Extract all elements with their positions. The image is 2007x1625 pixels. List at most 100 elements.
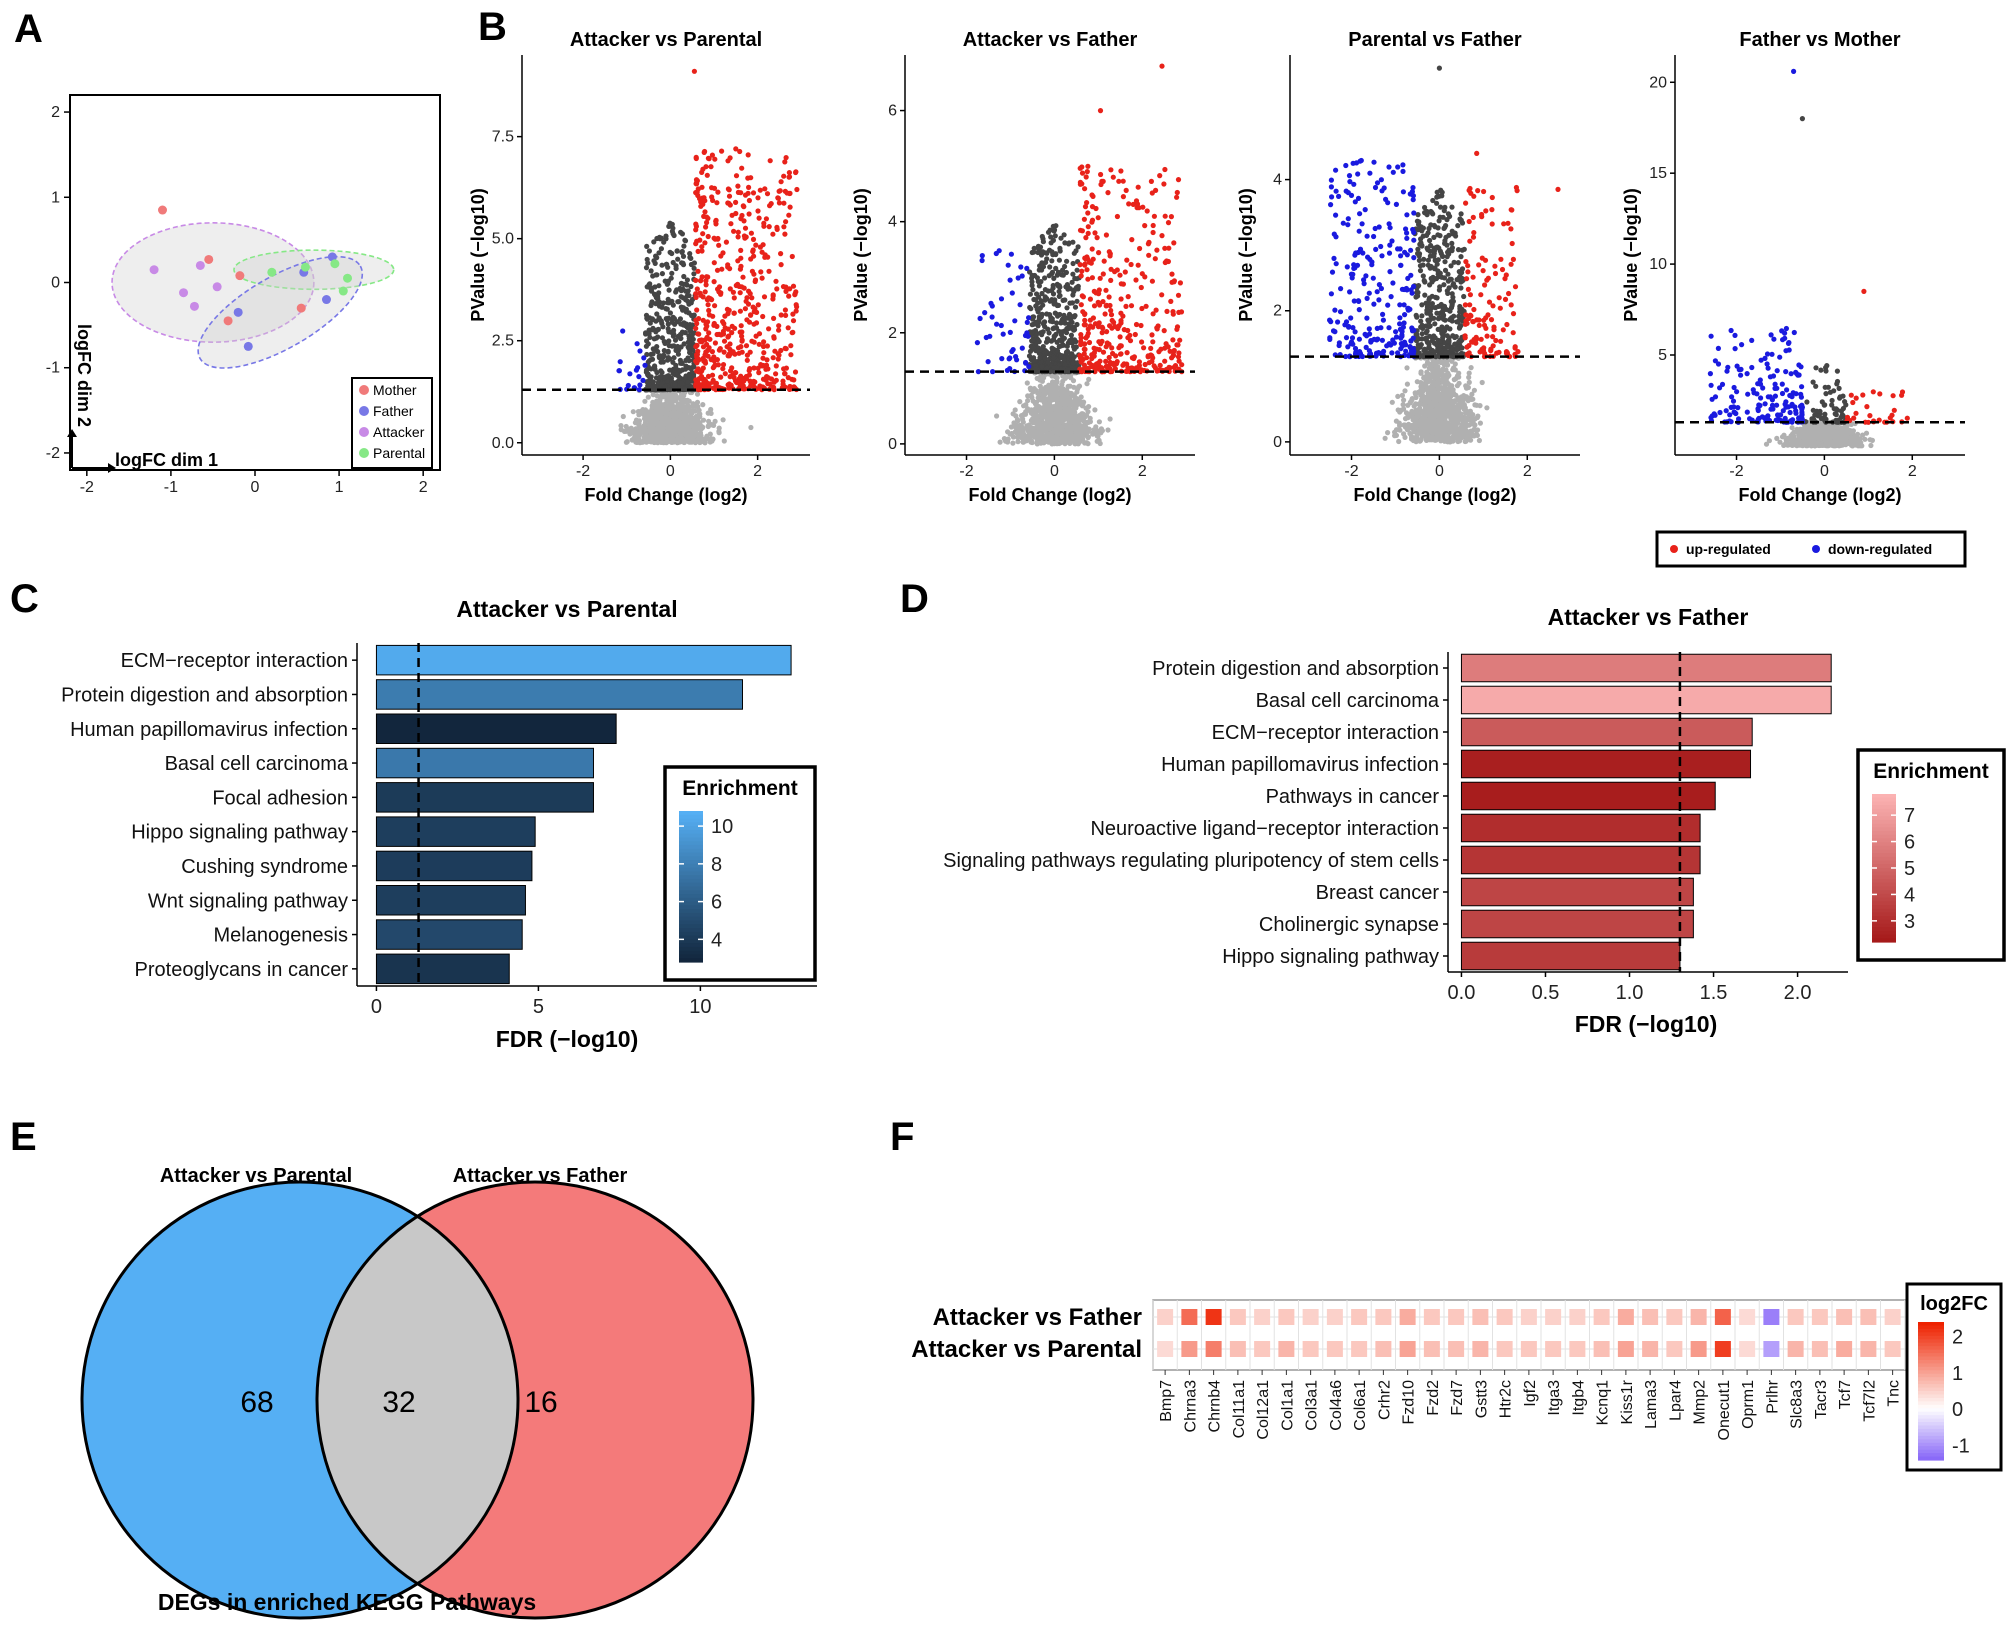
point-up-regulated [710,365,716,371]
point-significant-small-fc [1048,315,1054,321]
point-not-significant [1049,397,1055,403]
point-up-regulated [708,357,714,363]
point-significant-small-fc [662,278,668,284]
point-up-regulated [1126,201,1132,207]
point-not-significant [1037,407,1043,413]
point-up-regulated [719,148,725,154]
point-significant-small-fc [644,351,650,358]
point-up-regulated [699,244,705,250]
point-not-significant [642,427,649,433]
point-significant-small-fc [1065,367,1071,373]
ellipse-attacker [111,222,315,343]
point-significant-small-fc [651,336,657,342]
point-significant-small-fc [687,251,693,257]
point-up-regulated [737,329,743,335]
point-not-significant [1026,425,1032,431]
point-not-significant [677,403,683,409]
point-not-significant [1459,399,1465,405]
x-tick-label: -2 [959,463,973,480]
point-up-regulated [729,323,735,329]
point-not-significant [1444,386,1450,393]
point-up-regulated [1136,362,1142,369]
x-axis-label: logFC dim 1 [115,450,218,470]
point-up-regulated [1108,312,1115,318]
point-up-regulated [748,230,755,236]
point-up-regulated [1096,339,1102,345]
point-down-regulated [1024,319,1030,325]
point-significant-small-fc [677,285,683,291]
point-up-regulated [1174,189,1180,196]
point-not-significant [656,403,662,409]
point-up-regulated [735,234,741,240]
point-significant-small-fc [647,320,653,326]
point-not-significant [748,424,754,431]
point-up-regulated [1078,273,1084,279]
volcano-points [974,63,1185,447]
point-down-regulated [1000,331,1006,337]
point-up-regulated [783,155,789,161]
point-significant-small-fc [1449,204,1455,210]
point-up-regulated [1082,261,1088,267]
point-up-regulated [693,155,699,162]
point-not-significant [1043,436,1050,442]
point-up-regulated [738,373,744,379]
point-up-regulated [1078,359,1084,365]
point-significant-small-fc [1068,332,1074,338]
point-significant-small-fc [667,310,674,316]
point-significant-small-fc [1066,321,1072,327]
point-not-significant [1066,439,1072,445]
point-not-significant [1419,392,1425,398]
point-significant-small-fc [1061,232,1067,238]
point-significant-small-fc [677,368,683,374]
point-up-regulated [785,325,791,331]
point-up-regulated [1083,235,1089,241]
point-not-significant [1059,382,1065,388]
point-up-regulated [738,323,744,329]
point-up-regulated [718,374,724,380]
point-not-significant [1435,382,1441,388]
point-up-regulated [1137,245,1143,252]
point-significant-small-fc [1031,249,1037,255]
point-up-regulated [1149,278,1155,284]
point-down-regulated [1015,275,1021,281]
point-up-regulated [763,362,770,368]
point-up-regulated [1170,337,1176,343]
point-up-regulated [693,190,699,196]
point-up-regulated [1143,303,1149,309]
point-not-significant [1484,405,1490,411]
point-significant-small-fc [1068,313,1074,319]
point-up-regulated [711,260,717,266]
point-not-significant [1451,423,1457,429]
point-up-regulated [1157,362,1163,368]
point-up-regulated [753,242,759,248]
point-up-regulated [1085,256,1091,262]
point-up-regulated [1175,177,1182,183]
point-significant-small-fc [1070,271,1076,277]
point-significant-small-fc [1071,250,1077,256]
point-up-regulated [1107,251,1113,257]
point-up-regulated [1127,338,1134,344]
point-not-significant [1043,401,1049,407]
point-significant-small-fc [665,326,671,332]
point-up-regulated [733,210,739,217]
point-up-regulated [714,267,721,273]
point-not-significant [669,401,675,407]
point-significant-small-fc [660,359,666,365]
point-not-significant [1008,424,1015,430]
point-not-significant [668,426,674,432]
point-significant-small-fc [1056,288,1062,295]
point-up-regulated [789,253,795,260]
point-not-significant [1474,414,1480,421]
point-up-regulated [1129,355,1135,361]
point-not-significant [708,422,714,428]
point-up-regulated [760,355,766,361]
point-significant-small-fc [1064,305,1070,311]
point-up-regulated [711,235,717,241]
point-up-regulated [1087,296,1093,302]
y-tick-label: 5.0 [492,231,514,248]
point-up-regulated [763,377,769,383]
point-significant-small-fc [691,364,697,370]
point-not-significant [994,413,1000,419]
point-up-regulated [1082,186,1088,192]
point-not-significant [688,420,694,426]
